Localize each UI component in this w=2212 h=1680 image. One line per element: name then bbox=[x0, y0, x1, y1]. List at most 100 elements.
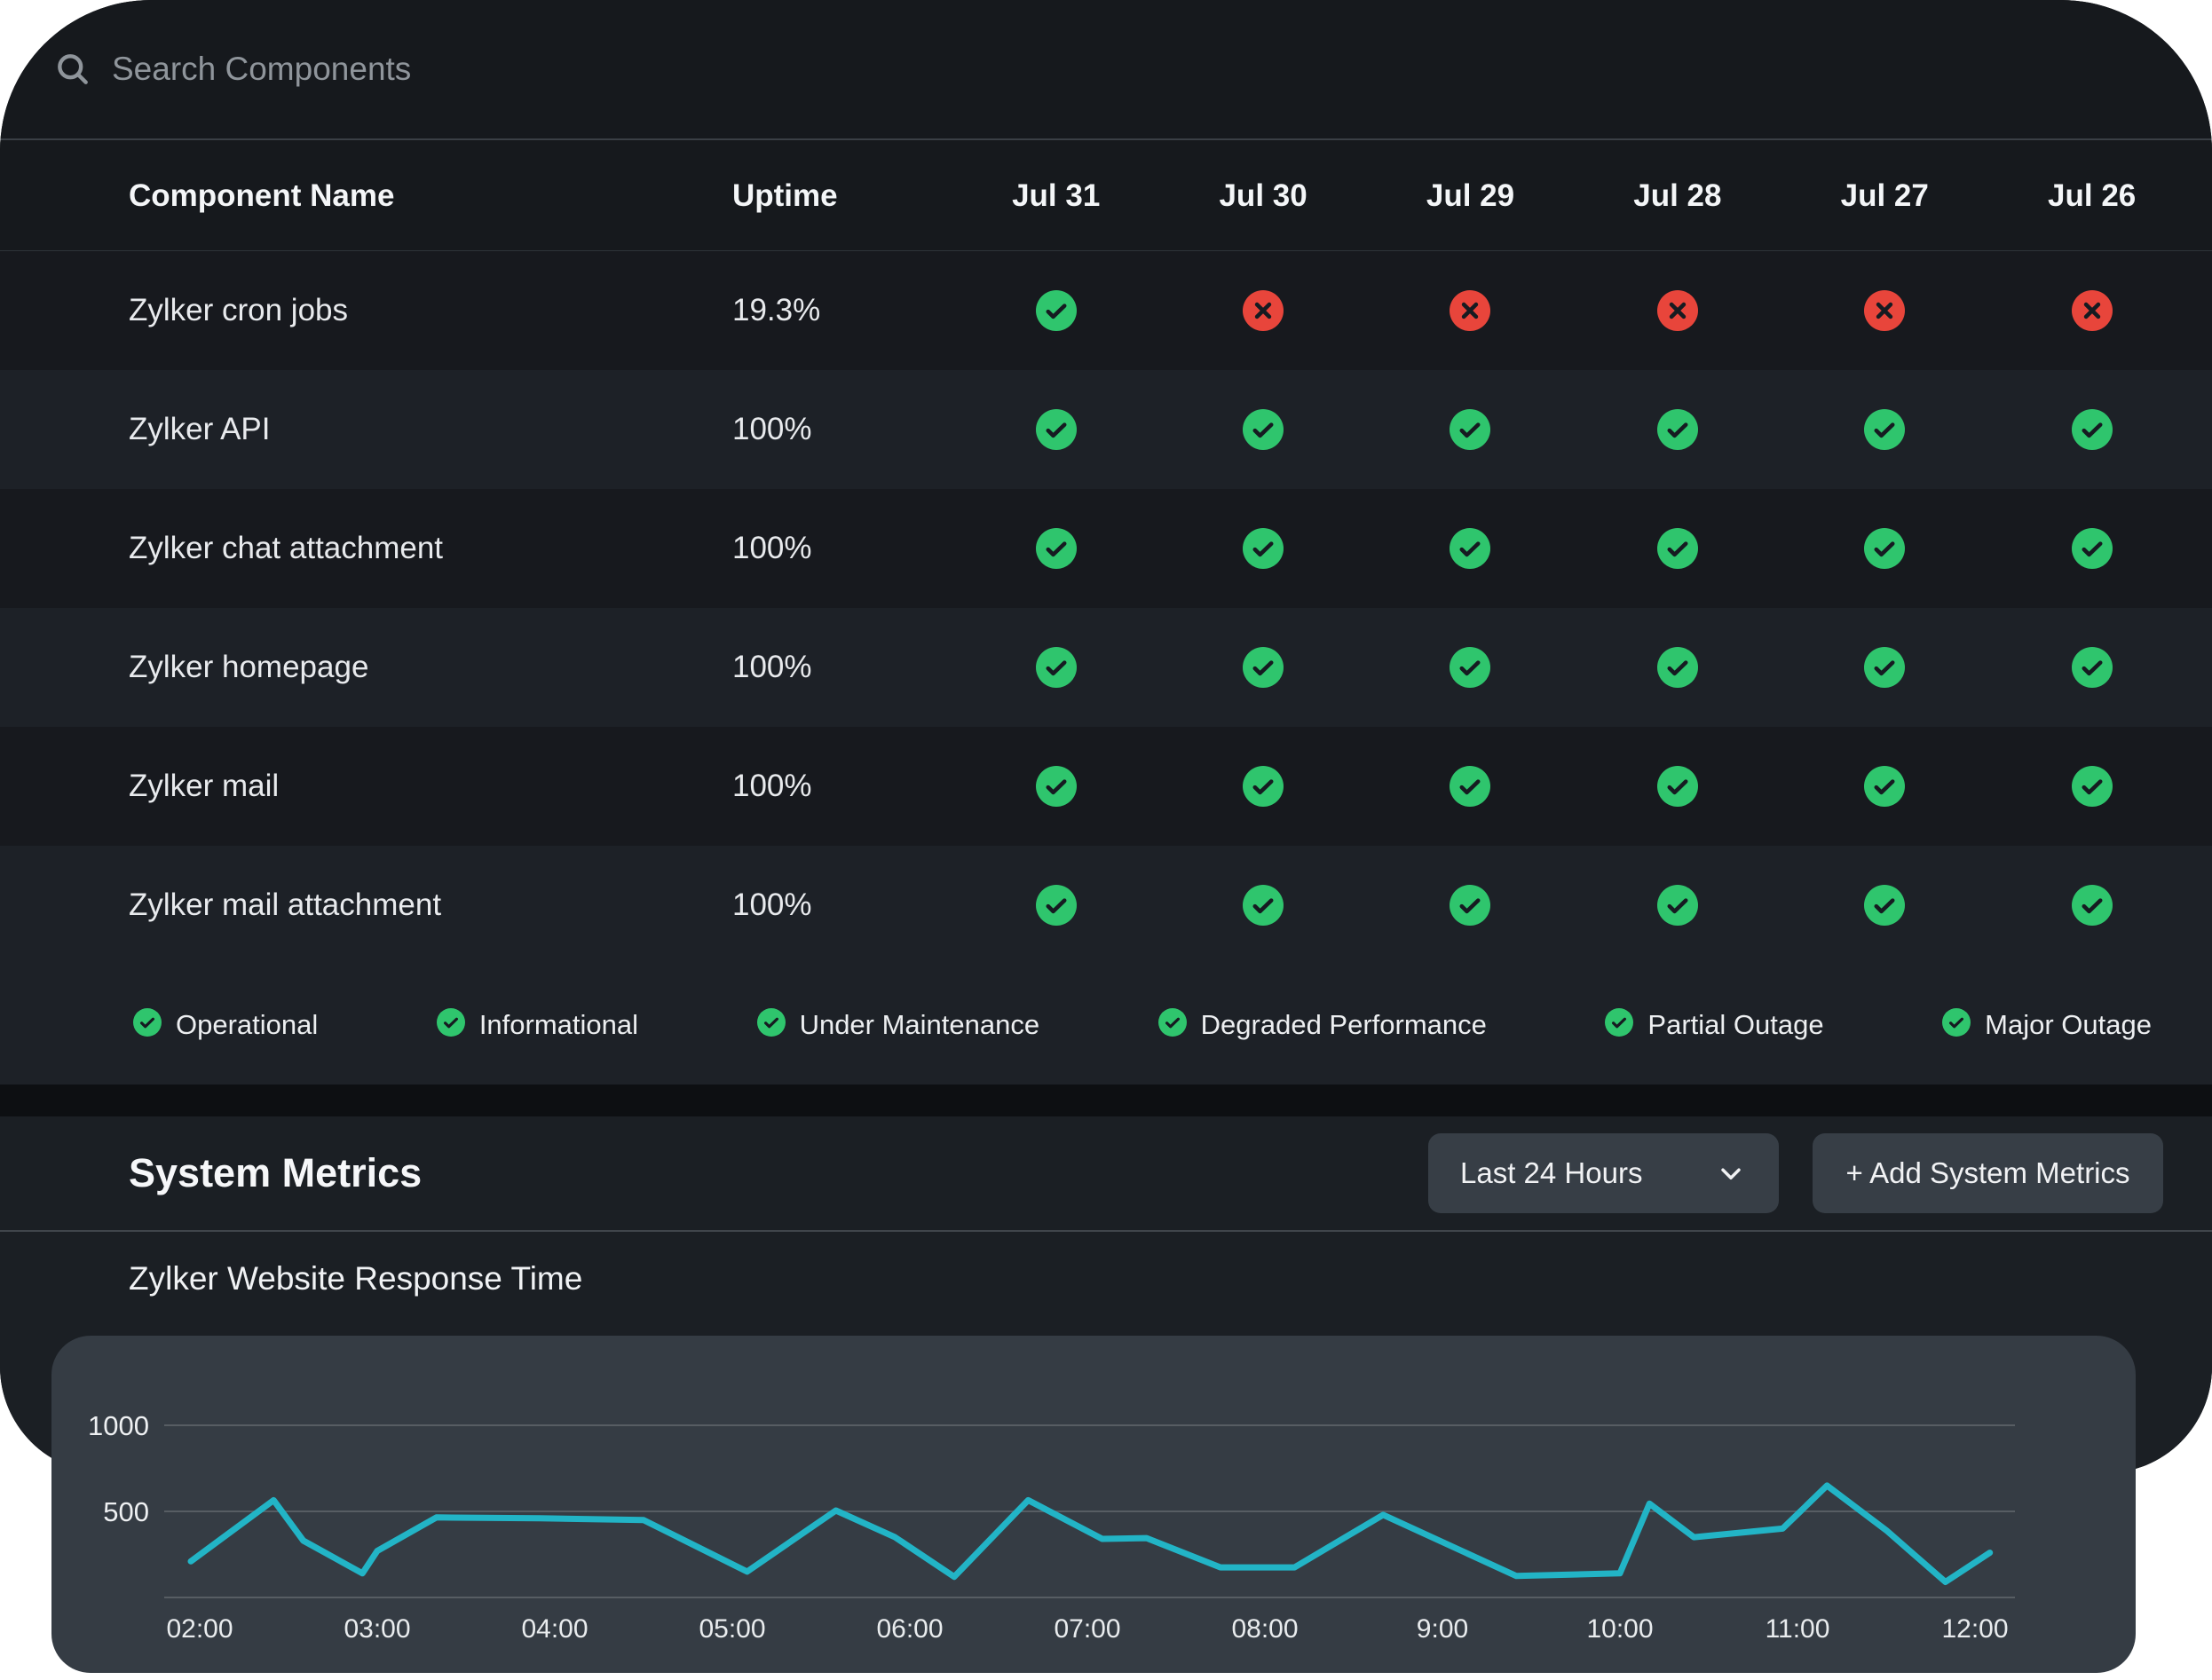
table-row: Zylker API 100% bbox=[0, 370, 2212, 489]
component-name: Zylker cron jobs bbox=[129, 293, 349, 327]
status-operational-icon bbox=[1988, 647, 2195, 688]
status-operational-icon bbox=[952, 528, 1159, 569]
legend-status-icon bbox=[756, 1008, 786, 1041]
status-operational-icon bbox=[1367, 409, 1574, 450]
legend-item-degraded-performance: Degraded Performance bbox=[1157, 1008, 1487, 1041]
status-operational-icon bbox=[1367, 647, 1574, 688]
y-axis-tick-label: 1000 bbox=[88, 1410, 149, 1441]
x-axis-tick-label: 12:00 bbox=[1941, 1614, 2008, 1644]
status-operational-icon bbox=[1574, 885, 1781, 926]
legend-item-operational: Operational bbox=[133, 1008, 318, 1041]
uptime-value: 100% bbox=[732, 412, 812, 446]
status-operational-icon bbox=[1781, 885, 1988, 926]
legend-item-under-maintenance: Under Maintenance bbox=[756, 1008, 1040, 1041]
x-axis-tick-label: 02:00 bbox=[166, 1614, 233, 1644]
status-operational-icon bbox=[1159, 885, 1366, 926]
status-operational-icon bbox=[1988, 409, 2195, 450]
uptime-value: 100% bbox=[732, 531, 812, 565]
metrics-header-row: System Metrics Last 24 Hours + Add Syste… bbox=[0, 1116, 2212, 1232]
legend-status-icon bbox=[1605, 1008, 1634, 1041]
component-name: Zylker homepage bbox=[129, 650, 369, 684]
table-row: Zylker mail attachment 100% bbox=[0, 846, 2212, 965]
legend-label: Degraded Performance bbox=[1200, 1008, 1487, 1040]
legend-label: Major Outage bbox=[1985, 1008, 2152, 1040]
time-range-dropdown[interactable]: Last 24 Hours bbox=[1428, 1133, 1779, 1213]
legend-status-icon bbox=[1157, 1008, 1187, 1041]
x-axis-tick-label: 04:00 bbox=[521, 1614, 588, 1644]
status-operational-icon bbox=[1988, 766, 2195, 807]
legend-item-partial-outage: Partial Outage bbox=[1605, 1008, 1824, 1041]
legend-status-icon bbox=[1942, 1008, 1971, 1041]
table-header: Component Name Uptime Jul 31 Jul 30 Jul 29 Ju… bbox=[0, 142, 2212, 251]
legend-label: Informational bbox=[478, 1008, 639, 1040]
table-row: Zylker cron jobs 19.3% bbox=[0, 251, 2212, 370]
component-name: Zylker API bbox=[129, 412, 271, 446]
y-axis-tick-label: 500 bbox=[103, 1496, 149, 1527]
status-operational-icon bbox=[952, 409, 1159, 450]
status-outage-icon bbox=[1159, 290, 1366, 331]
add-system-metrics-button[interactable]: + Add System Metrics bbox=[1813, 1133, 2163, 1213]
column-header-jul-29: Jul 29 bbox=[1426, 178, 1515, 213]
status-operational-icon bbox=[1159, 647, 1366, 688]
search-icon bbox=[53, 50, 92, 89]
x-axis-tick-label: 05:00 bbox=[699, 1614, 765, 1644]
uptime-value: 100% bbox=[732, 769, 812, 803]
components-panel: Component Name Uptime Jul 31 Jul 30 Jul 29 Ju… bbox=[0, 0, 2212, 1085]
time-range-selected-value: Last 24 Hours bbox=[1460, 1156, 1643, 1189]
legend-item-major-outage: Major Outage bbox=[1942, 1008, 2152, 1041]
response-time-line bbox=[187, 1482, 1994, 1585]
status-operational-icon bbox=[952, 766, 1159, 807]
x-axis-tick-label: 06:00 bbox=[876, 1614, 943, 1644]
search-bar bbox=[0, 0, 2212, 140]
column-header-jul-30: Jul 30 bbox=[1219, 178, 1307, 213]
status-operational-icon bbox=[1988, 885, 2195, 926]
table-row: Zylker chat attachment 100% bbox=[0, 489, 2212, 608]
status-operational-icon bbox=[952, 885, 1159, 926]
status-operational-icon bbox=[952, 290, 1159, 331]
section-title-system-metrics: System Metrics bbox=[129, 1150, 423, 1195]
table-row: Zylker homepage 100% bbox=[0, 608, 2212, 727]
status-operational-icon bbox=[1781, 647, 1988, 688]
x-axis-tick-label: 03:00 bbox=[344, 1614, 410, 1644]
table-row: Zylker mail 100% bbox=[0, 727, 2212, 846]
add-system-metrics-label: + Add System Metrics bbox=[1845, 1156, 2130, 1189]
column-header-jul-27: Jul 27 bbox=[1840, 178, 1929, 213]
legend-status-icon bbox=[436, 1008, 465, 1041]
uptime-value: 19.3% bbox=[732, 293, 821, 327]
legend-item-informational: Informational bbox=[436, 1008, 639, 1041]
legend-label: Under Maintenance bbox=[799, 1008, 1040, 1040]
status-legend: Operational Informational Under Maintenanc… bbox=[0, 965, 2212, 1085]
response-time-chart-card: 1000 500 02:00 03:00 04:00 05:00 06:00 07:00 08:… bbox=[51, 1336, 2136, 1673]
status-operational-icon bbox=[1781, 528, 1988, 569]
components-table: Zylker cron jobs 19.3% Zylker API 100% Zylke… bbox=[0, 251, 2212, 965]
search-input[interactable] bbox=[112, 51, 1355, 88]
column-header-jul-26: Jul 26 bbox=[2048, 178, 2137, 213]
status-operational-icon bbox=[1367, 766, 1574, 807]
legend-label: Operational bbox=[176, 1008, 319, 1040]
legend-status-icon bbox=[133, 1008, 162, 1041]
status-operational-icon bbox=[1781, 409, 1988, 450]
status-outage-icon bbox=[1781, 290, 1988, 331]
column-header-uptime: Uptime bbox=[732, 178, 838, 213]
status-operational-icon bbox=[1159, 766, 1366, 807]
x-axis-tick-label: 11:00 bbox=[1766, 1614, 1830, 1644]
status-operational-icon bbox=[1574, 409, 1781, 450]
status-operational-icon bbox=[1159, 409, 1366, 450]
status-operational-icon bbox=[1574, 766, 1781, 807]
status-operational-icon bbox=[1159, 528, 1366, 569]
status-operational-icon bbox=[1781, 766, 1988, 807]
chart-title: Zylker Website Response Time bbox=[129, 1260, 583, 1297]
column-header-jul-28: Jul 28 bbox=[1633, 178, 1722, 213]
chevron-down-icon bbox=[1715, 1157, 1747, 1189]
component-name: Zylker mail attachment bbox=[129, 887, 442, 922]
status-operational-icon bbox=[1367, 885, 1574, 926]
legend-label: Partial Outage bbox=[1647, 1008, 1824, 1040]
x-axis-tick-label: 10:00 bbox=[1586, 1614, 1653, 1644]
x-axis-tick-label: 07:00 bbox=[1054, 1614, 1120, 1644]
uptime-value: 100% bbox=[732, 887, 812, 922]
x-axis-tick-label: 9:00 bbox=[1417, 1614, 1468, 1644]
status-operational-icon bbox=[1988, 528, 2195, 569]
status-operational-icon bbox=[1574, 528, 1781, 569]
status-outage-icon bbox=[1574, 290, 1781, 331]
response-time-chart: 1000 500 02:00 03:00 04:00 05:00 06:00 07:00 08:… bbox=[88, 1410, 2015, 1644]
